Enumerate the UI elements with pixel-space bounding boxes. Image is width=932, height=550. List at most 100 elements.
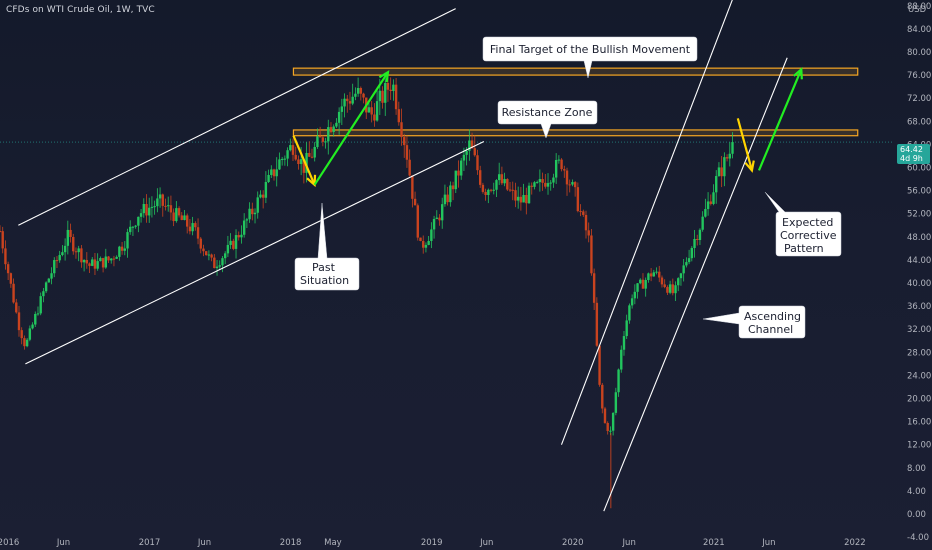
candle-body [633, 291, 637, 299]
candle-body [218, 265, 221, 267]
candle-body [462, 154, 466, 161]
last-price-countdown: 4d 9h [900, 154, 923, 163]
candle-body [310, 156, 314, 158]
candle-body [289, 145, 292, 151]
callout-expected-corrective-pattern: Expected Corrective Pattern [764, 191, 842, 257]
candle-body [611, 412, 615, 431]
candle-body [229, 240, 232, 245]
candle-body [82, 259, 86, 263]
candle-body [408, 159, 411, 176]
candle-body [126, 232, 129, 249]
candle-body [153, 206, 156, 208]
candle-body [685, 262, 688, 266]
x-tick-label: Jun [479, 538, 493, 548]
candle-body [476, 155, 479, 171]
candle-body [432, 218, 436, 230]
y-tick-label: 48.00 [907, 233, 931, 243]
candle-body [544, 182, 547, 187]
candle-body [172, 212, 175, 222]
candle-body [712, 192, 715, 204]
candle-body [4, 248, 7, 265]
candle-body [180, 215, 183, 221]
candle-body [620, 349, 623, 370]
x-tick-label: 2018 [280, 538, 302, 548]
candle-body [39, 296, 42, 314]
candle-body [731, 142, 734, 154]
time-axis[interactable]: 2016 Jun 2017 Jun 2018 May 2019 Jun 2020 Jun 2021 J… [0, 538, 866, 548]
candle-body [12, 283, 15, 303]
candle-body [533, 182, 536, 187]
candle-body [560, 159, 563, 170]
candle-body [584, 214, 588, 231]
candle-body [720, 167, 723, 177]
candle-body [649, 273, 653, 277]
candle-body [91, 259, 94, 266]
x-tick-label: 2022 [844, 538, 866, 548]
candle-body [17, 312, 21, 331]
y-tick-label: 76.00 [907, 71, 931, 81]
candle-body [47, 278, 51, 283]
candle-body [145, 204, 148, 216]
candle-body [687, 258, 691, 263]
candle-body [481, 184, 485, 192]
candle-body [435, 217, 438, 219]
candle-body [701, 216, 704, 230]
candle-body [495, 180, 498, 190]
candle-body [185, 215, 189, 227]
expected-line3: Pattern [784, 242, 824, 255]
candle-body [343, 98, 346, 107]
x-tick-label: May [324, 538, 342, 548]
candle-body [403, 137, 406, 146]
candle-body [191, 223, 194, 232]
candle-body [50, 273, 53, 279]
candle-body [454, 170, 457, 190]
y-tick-label: 80.00 [907, 48, 931, 58]
candle-body [297, 159, 300, 165]
candle-body [511, 189, 514, 191]
candle-body [318, 136, 322, 138]
y-tick-label: 8.00 [907, 464, 926, 474]
candle-body [150, 206, 154, 208]
y-tick-label: 28.00 [907, 348, 931, 358]
x-tick-label: Jun [761, 538, 775, 548]
callout-ascending-channel: Ascending Channel [702, 305, 806, 339]
candle-body [530, 185, 533, 187]
candle-body [267, 174, 270, 183]
candle-body [348, 101, 352, 104]
candle-body [324, 141, 327, 143]
candle-body [674, 285, 677, 294]
candle-body [283, 158, 287, 160]
candle-body [535, 182, 539, 184]
candle-body [107, 256, 110, 261]
candle-body [118, 246, 121, 257]
price-axis[interactable]: USD -4.00 0.00 4.00 8.00 12.00 16.00 20.00 24.0… [907, 2, 931, 543]
candle-body [625, 320, 628, 337]
candle-body [115, 256, 118, 259]
past-situation-line1: Past [312, 261, 336, 274]
candle-body [291, 145, 295, 155]
candle-body [25, 339, 29, 347]
candle-body [628, 305, 631, 321]
candle-body [630, 298, 634, 306]
candle-body [253, 212, 257, 215]
candle-body [137, 216, 140, 226]
candle-body [28, 328, 32, 340]
candle-body [538, 179, 542, 183]
trend-line-1 [18, 8, 456, 226]
candle-body [416, 205, 419, 238]
candle-body [6, 264, 10, 274]
candle-body [213, 257, 216, 269]
candle-body [131, 226, 135, 228]
x-tick-label: Jun [622, 538, 636, 548]
candle-body [666, 287, 669, 293]
candle-body [663, 284, 666, 288]
candle-body [226, 244, 230, 254]
candle-body [373, 114, 376, 121]
candle-body [337, 111, 341, 123]
candle-body [1, 231, 4, 249]
y-tick-label: -4.00 [907, 533, 929, 543]
past-situation-line2: Situation [300, 274, 349, 287]
candle-body [316, 136, 319, 147]
candle-body [148, 207, 151, 216]
